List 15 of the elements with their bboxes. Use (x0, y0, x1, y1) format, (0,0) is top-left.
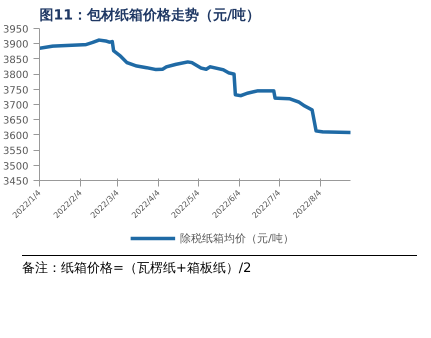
y-tick-label: 3900 (3, 40, 29, 51)
y-tick-label: 3550 (3, 146, 29, 158)
y-tick-label: 3600 (3, 130, 29, 142)
legend-label: 除税纸箱均价（元/吨） (180, 230, 294, 246)
y-tick-label: 3700 (3, 100, 29, 112)
y-tick-label: 3450 (3, 176, 29, 188)
chart-title: 图11：包材纸箱价格走势（元/吨） (40, 8, 260, 24)
line-series (40, 38, 350, 134)
y-tick-label: 3800 (3, 70, 29, 82)
y-tick-label: 3750 (3, 85, 29, 96)
y-tick-label: 3500 (3, 161, 29, 172)
text: 备注：纸箱价格=（瓦楞纸+箱板纸）/2 (22, 260, 252, 278)
y-tick-label: 3650 (3, 116, 29, 127)
y-tick-label: 3950 (3, 24, 29, 36)
y-tick-label: 3850 (3, 54, 29, 66)
